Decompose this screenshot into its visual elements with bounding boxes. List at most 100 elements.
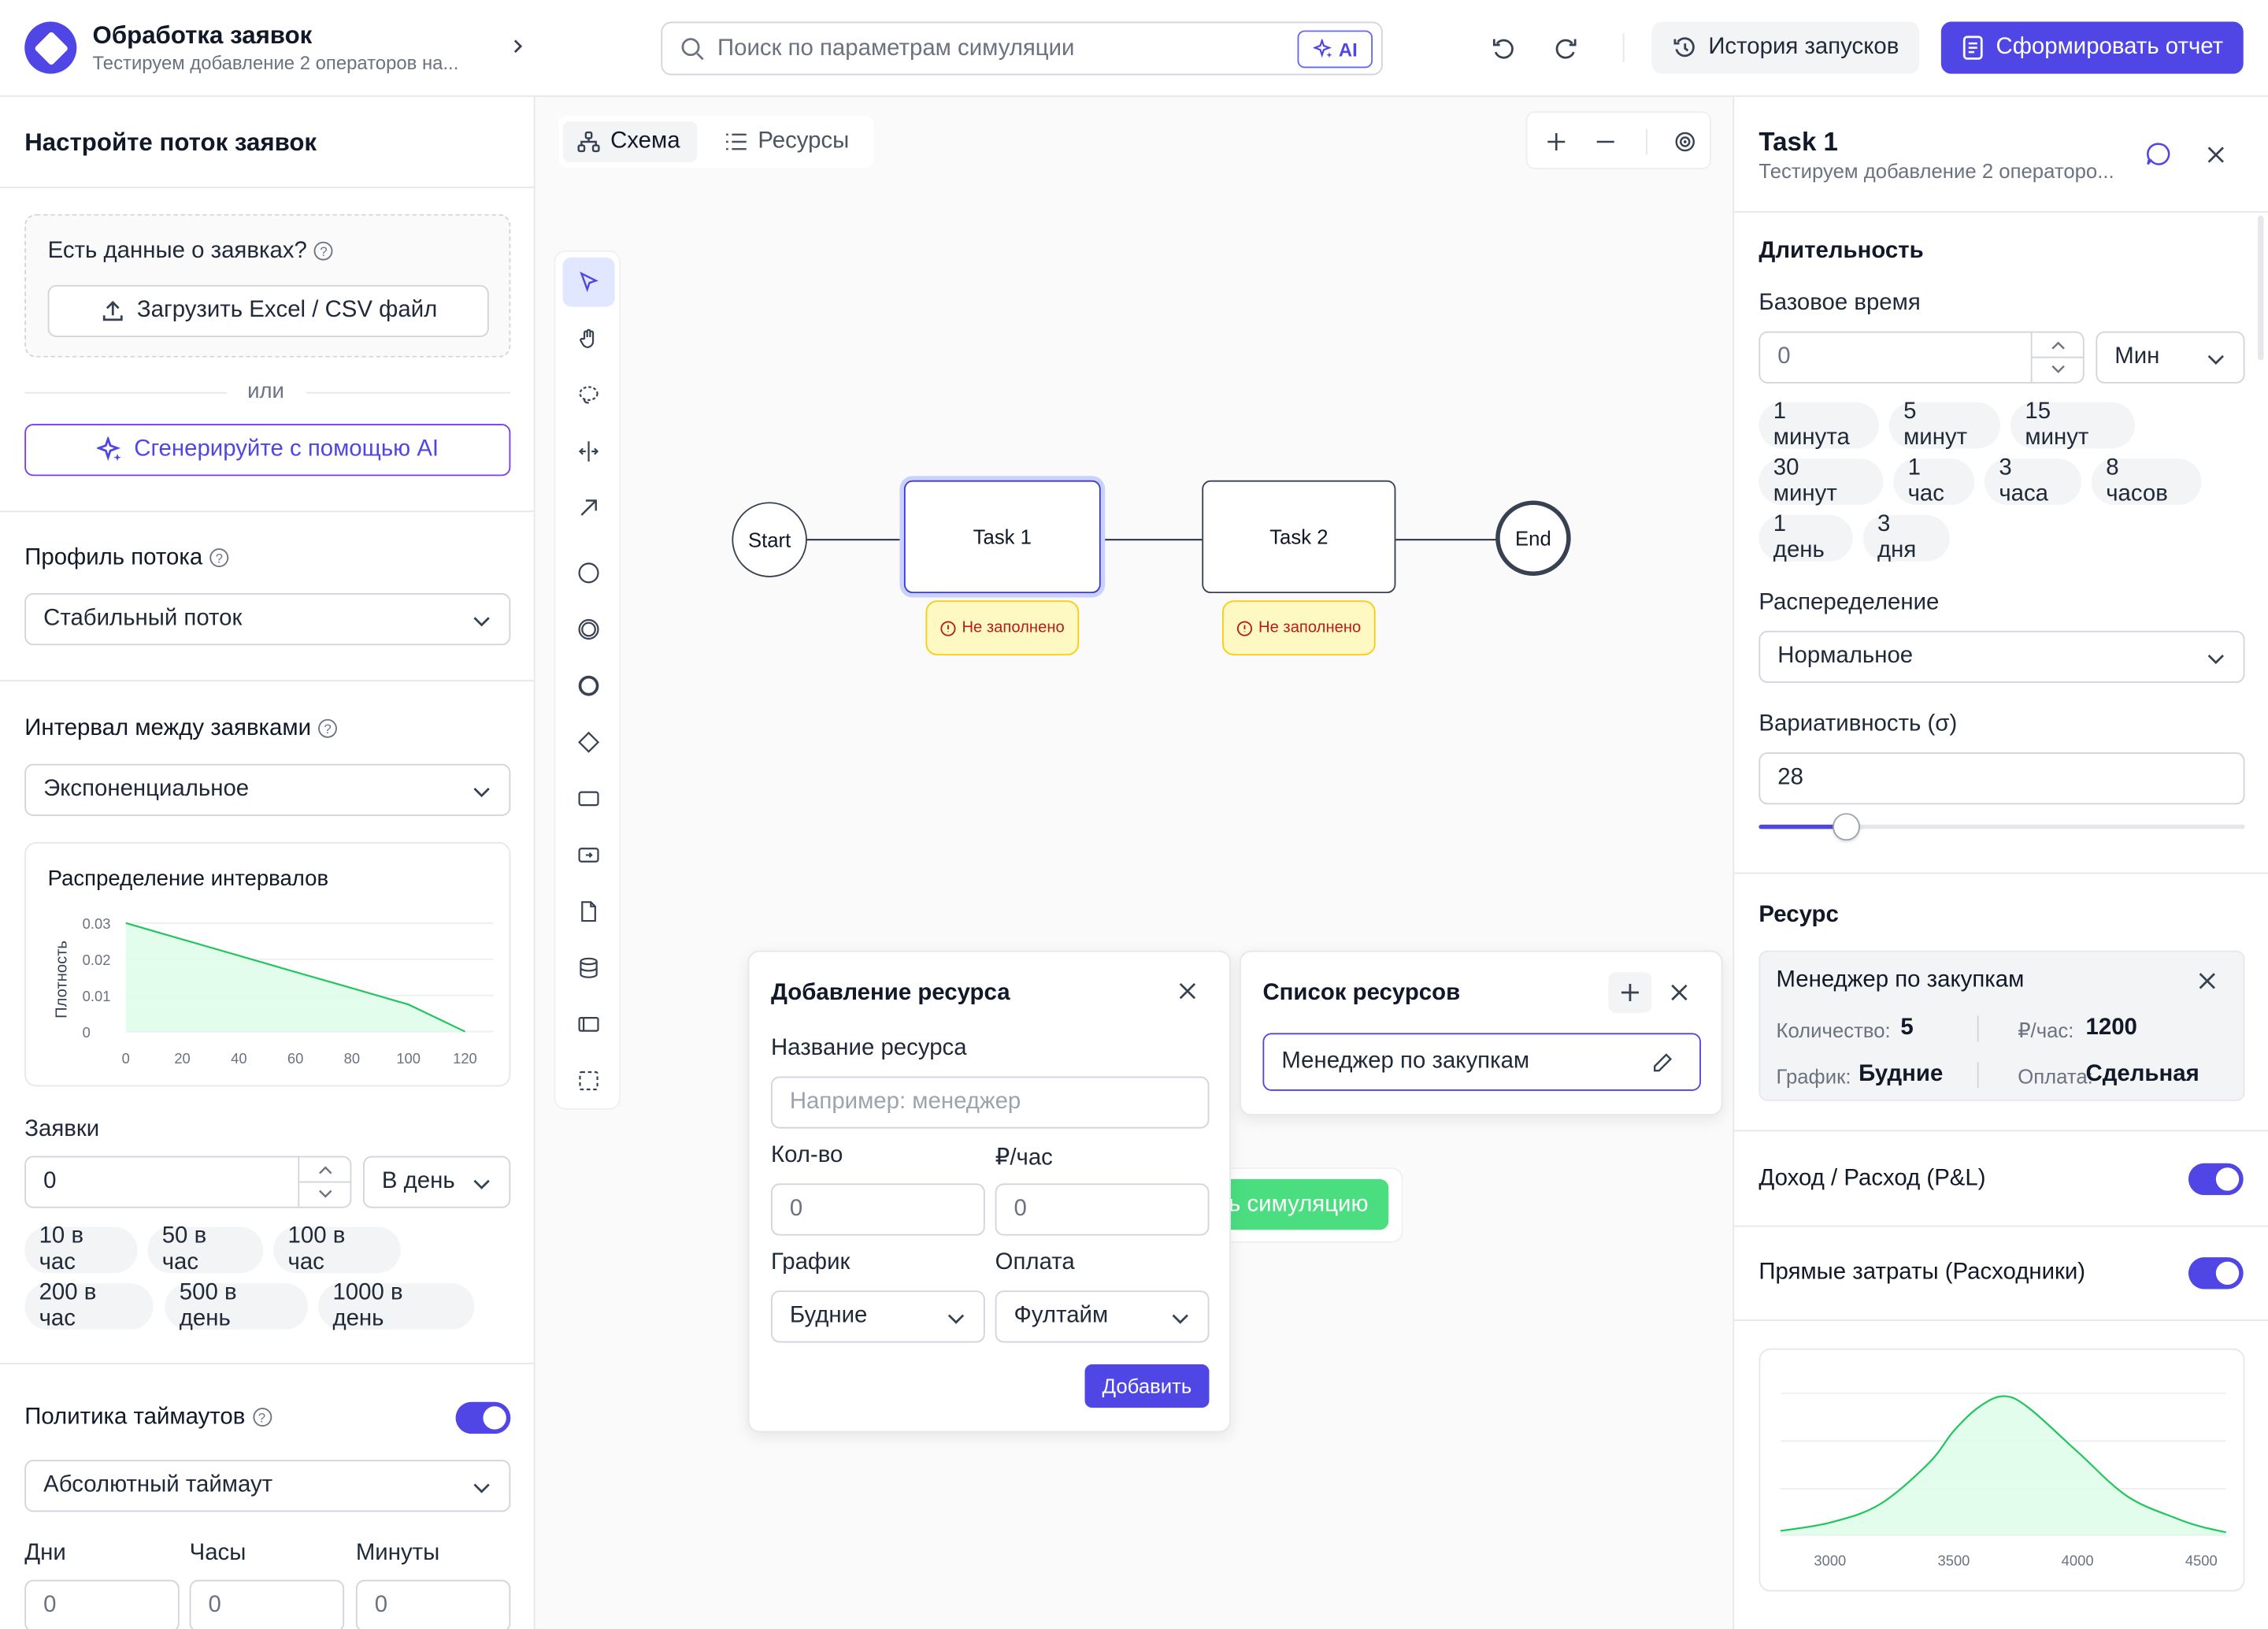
task1-node[interactable]: Task 1 (903, 480, 1101, 594)
base-time-stepper[interactable] (2030, 332, 2085, 382)
slider-thumb[interactable] (1833, 813, 1861, 841)
request-chip[interactable]: 50 в час (147, 1224, 264, 1275)
group-tool[interactable] (562, 1056, 614, 1105)
time-chip[interactable]: 8 часов (2091, 456, 2202, 507)
time-chip[interactable]: 1 день (1758, 512, 1853, 562)
resource-name-input[interactable]: Например: менеджер (770, 1076, 1210, 1129)
time-chip[interactable]: 1 минута (1758, 399, 1879, 450)
pool-tool[interactable] (562, 1000, 614, 1048)
ai-generate-button[interactable]: Сгенерируйте с помощью AI (24, 424, 511, 477)
scrollbar[interactable] (2258, 215, 2264, 361)
help-icon[interactable]: ? (318, 719, 338, 739)
days-input[interactable]: 0 (24, 1579, 180, 1629)
request-chip[interactable]: 100 в час (273, 1224, 401, 1275)
resource-list-item[interactable]: Менеджер по закупкам (1262, 1033, 1701, 1091)
time-chip[interactable]: 3 дня (1862, 512, 1950, 562)
close-icon[interactable] (2197, 970, 2218, 991)
connect-tool[interactable] (562, 483, 614, 532)
lasso-tool[interactable] (562, 370, 614, 419)
task2-status-badge: Не заполнено (1222, 600, 1376, 656)
undo-icon[interactable] (1490, 35, 1519, 64)
duration-title: Длительность (1758, 239, 1924, 264)
diagram-edges (806, 538, 1497, 541)
hours-input[interactable]: 0 (189, 1579, 345, 1629)
requests-unit-select[interactable]: В день (363, 1156, 511, 1208)
request-chip[interactable]: 500 в день (165, 1280, 309, 1331)
generate-report-button[interactable]: Сформировать отчет (1940, 21, 2244, 74)
payment-label: Оплата (995, 1249, 1075, 1275)
data-object-tool[interactable] (562, 887, 614, 936)
time-chip[interactable]: 3 часа (1984, 456, 2082, 507)
profile-select[interactable]: Стабильный поток (24, 593, 511, 646)
rate-input[interactable]: 0 (995, 1183, 1210, 1236)
search-bar[interactable]: Поиск по параметрам симуляции AI (661, 21, 1383, 76)
intermediate-event-tool[interactable] (562, 605, 614, 654)
task1-status-badge: Не заполнено (925, 600, 1080, 656)
close-icon[interactable] (1177, 981, 1198, 1001)
request-chip[interactable]: 1000 в день (318, 1280, 475, 1331)
interval-select[interactable]: Экспоненциальное (24, 763, 511, 816)
start-event-tool[interactable] (562, 548, 614, 597)
timeout-toggle[interactable] (455, 1401, 511, 1434)
end-event-tool[interactable] (562, 661, 614, 710)
minutes-input[interactable]: 0 (355, 1579, 511, 1629)
close-icon[interactable] (1670, 982, 1690, 1003)
pencil-icon[interactable] (1652, 1052, 1674, 1074)
minutes-label: Минуты (355, 1541, 440, 1566)
upload-file-button[interactable]: Загрузить Excel / CSV файл (47, 284, 489, 337)
diagram-canvas[interactable]: Схема Ресурсы Start Task 1 Task 2 End (535, 97, 1733, 1629)
tab-resources[interactable]: Ресурсы (710, 121, 869, 161)
space-tool[interactable] (562, 427, 614, 476)
zoom-in-icon[interactable] (1545, 130, 1568, 153)
distribution-select[interactable]: Нормальное (1758, 630, 2245, 683)
schedule-select[interactable]: Будние (770, 1290, 985, 1343)
request-chip[interactable]: 10 в час (24, 1224, 138, 1275)
requests-input[interactable]: 0 (24, 1156, 352, 1208)
timeout-select[interactable]: Абсолютный таймаут (24, 1460, 511, 1512)
help-icon[interactable]: ? (209, 548, 229, 568)
chevron-right-icon[interactable] (510, 38, 527, 55)
ai-search-button[interactable]: AI (1297, 30, 1373, 69)
pl-toggle[interactable] (2188, 1163, 2244, 1196)
end-node[interactable]: End (1495, 500, 1571, 577)
close-icon[interactable] (2206, 145, 2226, 165)
pan-tool[interactable] (562, 314, 614, 363)
time-chip[interactable]: 15 минут (2010, 399, 2135, 450)
time-unit-select[interactable]: Мин (2096, 331, 2245, 384)
cursor-icon (577, 270, 600, 293)
time-chip[interactable]: 5 минут (1888, 399, 2001, 450)
redo-icon[interactable] (1551, 35, 1580, 64)
time-chip[interactable]: 30 минут (1758, 456, 1884, 507)
resource-name-label: Название ресурса (770, 1036, 967, 1061)
qty-input[interactable]: 0 (770, 1183, 985, 1236)
task2-node[interactable]: Task 2 (1202, 480, 1396, 594)
task-tool[interactable] (562, 774, 614, 823)
help-icon[interactable]: ? (252, 1408, 272, 1427)
subprocess-tool[interactable] (562, 830, 614, 879)
time-chip[interactable]: 1 час (1893, 456, 1975, 507)
zoom-out-icon[interactable] (1594, 130, 1617, 153)
run-simulation-button[interactable]: ь симуляцию (1214, 1178, 1389, 1230)
requests-stepper[interactable] (298, 1157, 352, 1207)
payment-select[interactable]: Фултайм (995, 1290, 1210, 1343)
add-resource-icon-button[interactable] (1608, 972, 1652, 1013)
fit-view-icon[interactable] (1673, 130, 1696, 153)
gateway-tool[interactable] (562, 718, 614, 766)
search-input[interactable]: Поиск по параметрам симуляции (717, 35, 1075, 61)
tab-schema[interactable]: Схема (562, 121, 698, 162)
variability-input[interactable]: 28 (1758, 752, 2245, 805)
sparkle-icon (1312, 39, 1333, 60)
data-store-tool[interactable] (562, 944, 614, 993)
select-tool[interactable] (562, 257, 615, 307)
tool-palette (554, 250, 621, 1110)
base-time-input[interactable]: 0 (1758, 331, 2085, 384)
variability-slider[interactable] (1758, 813, 2245, 841)
start-node[interactable]: Start (732, 502, 807, 577)
comment-icon[interactable] (2145, 140, 2173, 168)
direct-costs-toggle[interactable] (2188, 1257, 2244, 1289)
add-resource-button[interactable]: Добавить (1084, 1364, 1210, 1408)
help-icon[interactable]: ? (314, 242, 333, 262)
request-chip[interactable]: 200 в час (24, 1280, 154, 1331)
x-tick-label: 80 (344, 1050, 360, 1067)
run-history-button[interactable]: История запусков (1651, 21, 1920, 74)
